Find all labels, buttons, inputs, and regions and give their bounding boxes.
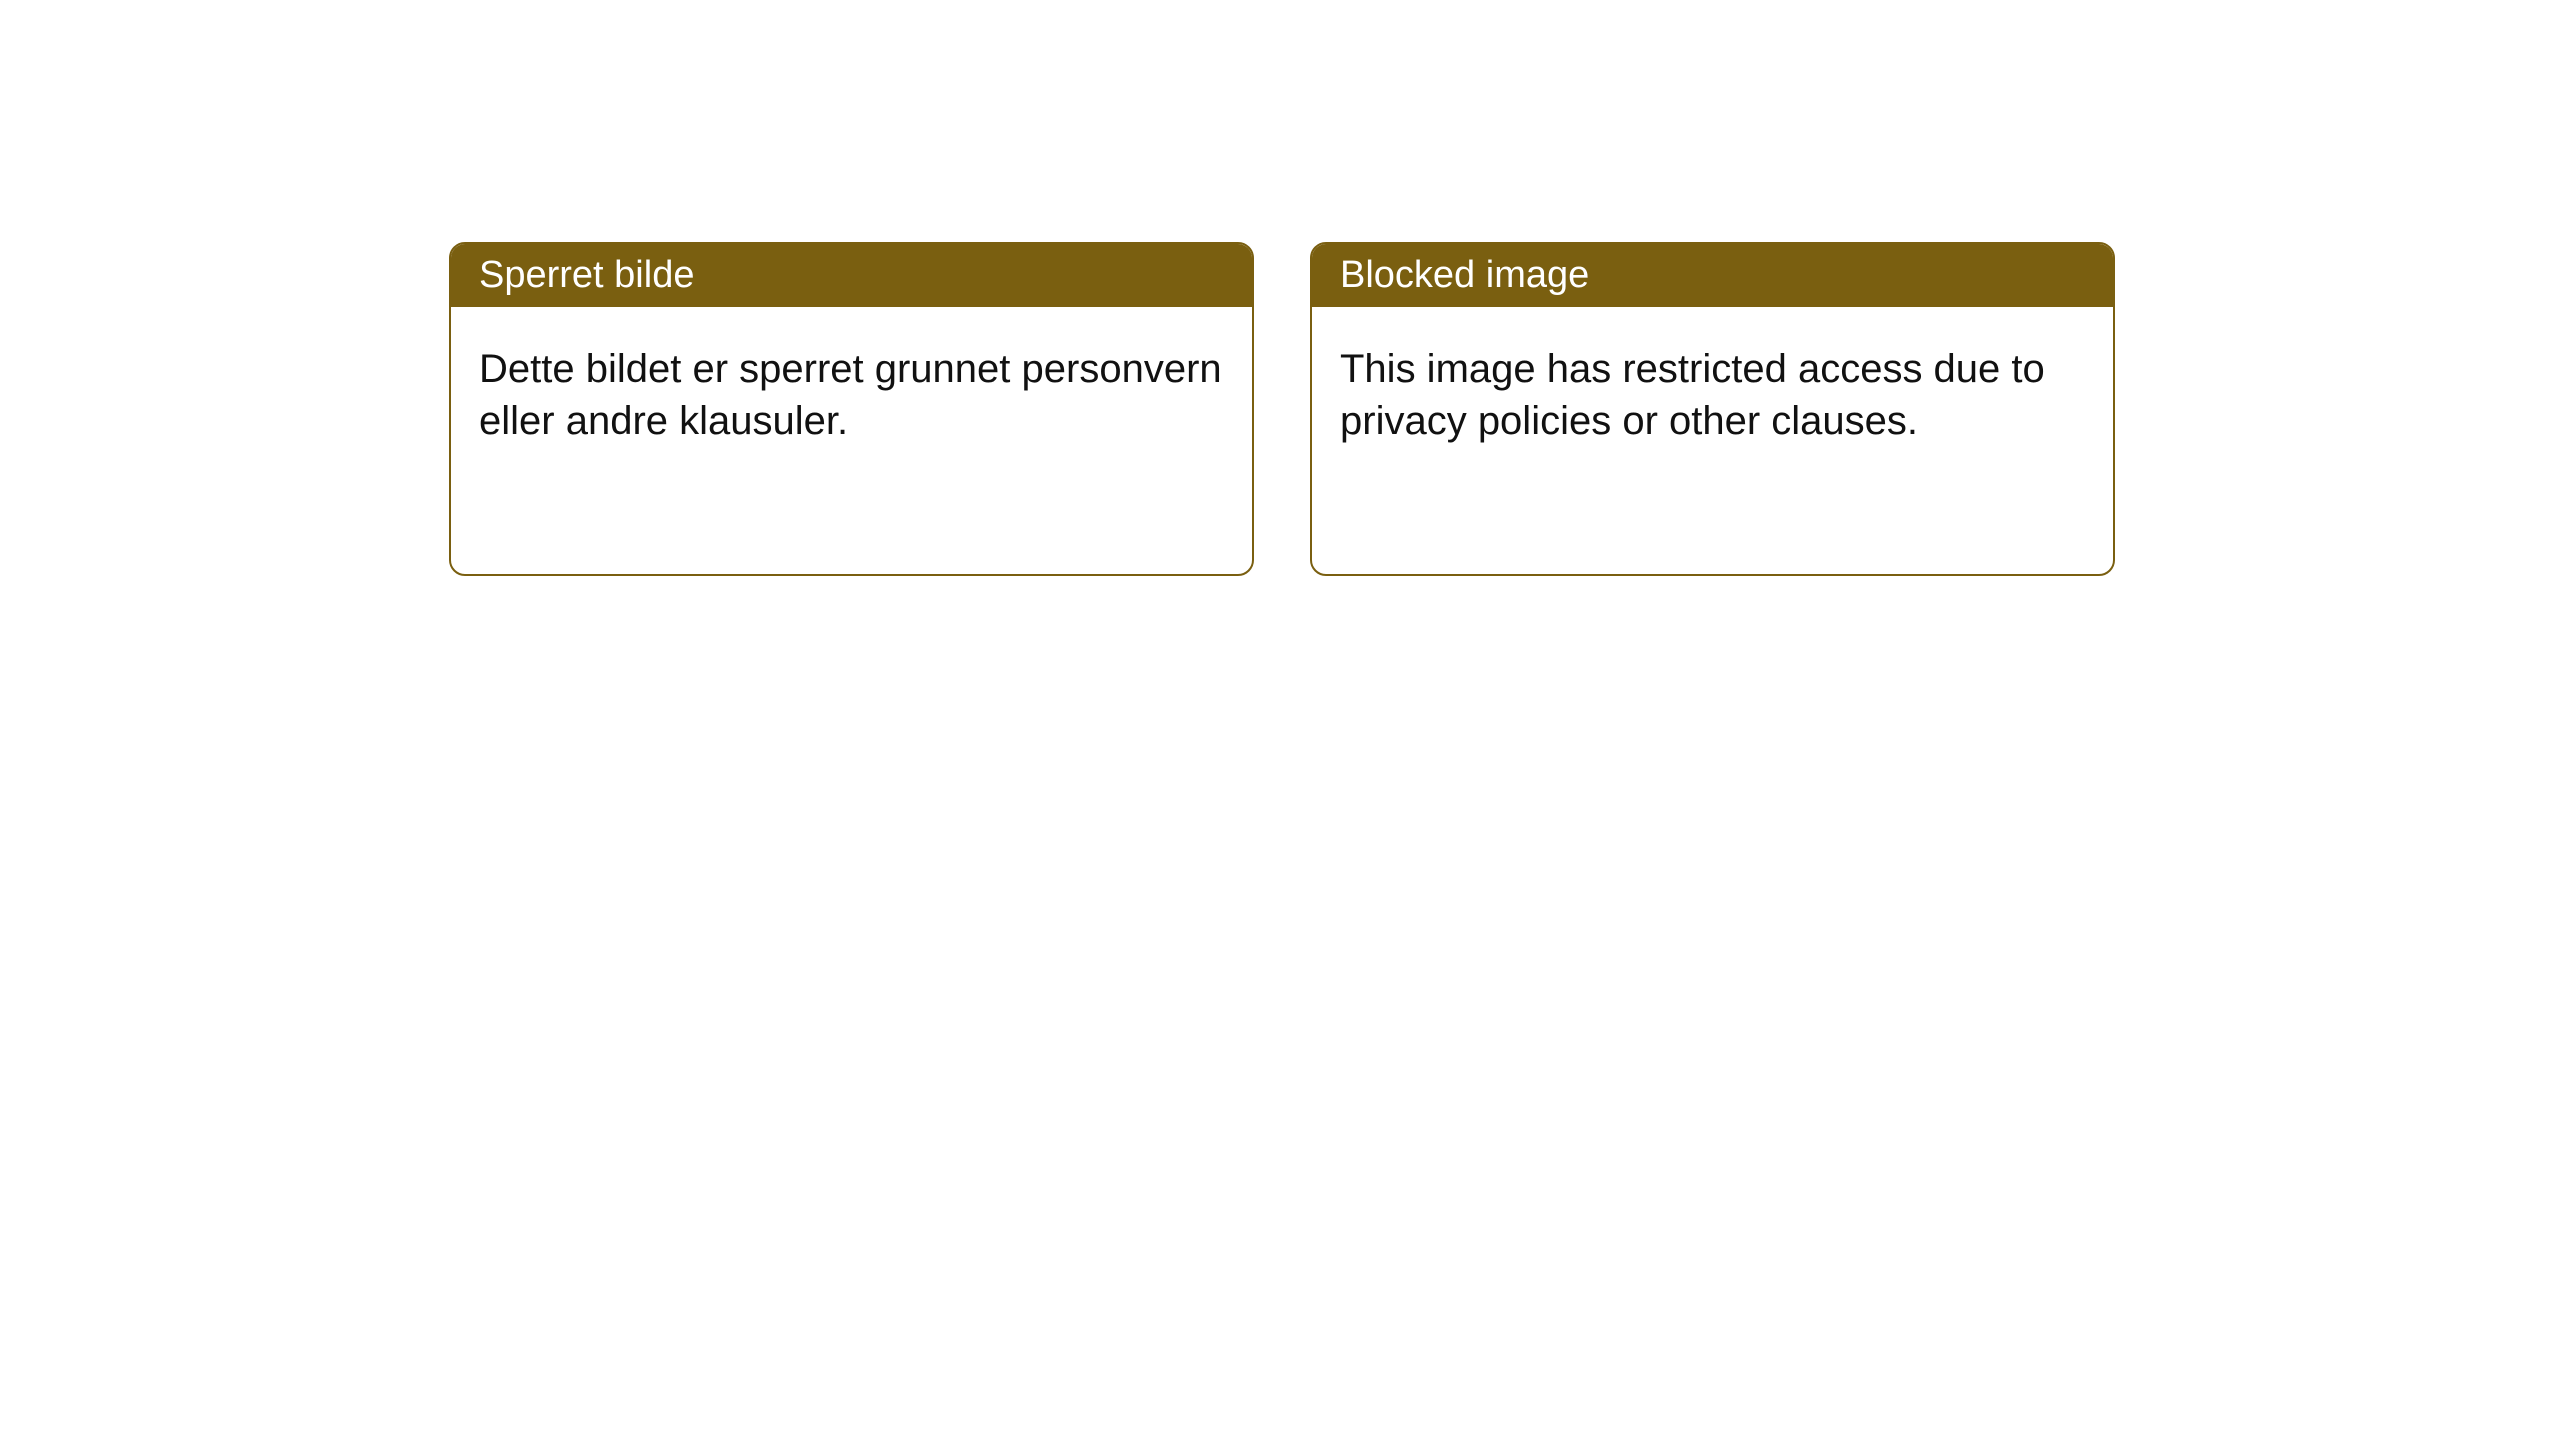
panel-header-no: Sperret bilde bbox=[451, 244, 1252, 307]
blocked-image-panel-en: Blocked image This image has restricted … bbox=[1310, 242, 2115, 576]
blocked-image-panel-no: Sperret bilde Dette bildet er sperret gr… bbox=[449, 242, 1254, 576]
panel-title-no: Sperret bilde bbox=[479, 254, 694, 296]
panel-body-en: This image has restricted access due to … bbox=[1312, 307, 2113, 483]
panels-container: Sperret bilde Dette bildet er sperret gr… bbox=[0, 0, 2560, 576]
panel-message-no: Dette bildet er sperret grunnet personve… bbox=[479, 347, 1222, 443]
panel-message-en: This image has restricted access due to … bbox=[1340, 347, 2045, 443]
panel-body-no: Dette bildet er sperret grunnet personve… bbox=[451, 307, 1252, 483]
panel-header-en: Blocked image bbox=[1312, 244, 2113, 307]
panel-title-en: Blocked image bbox=[1340, 254, 1589, 296]
